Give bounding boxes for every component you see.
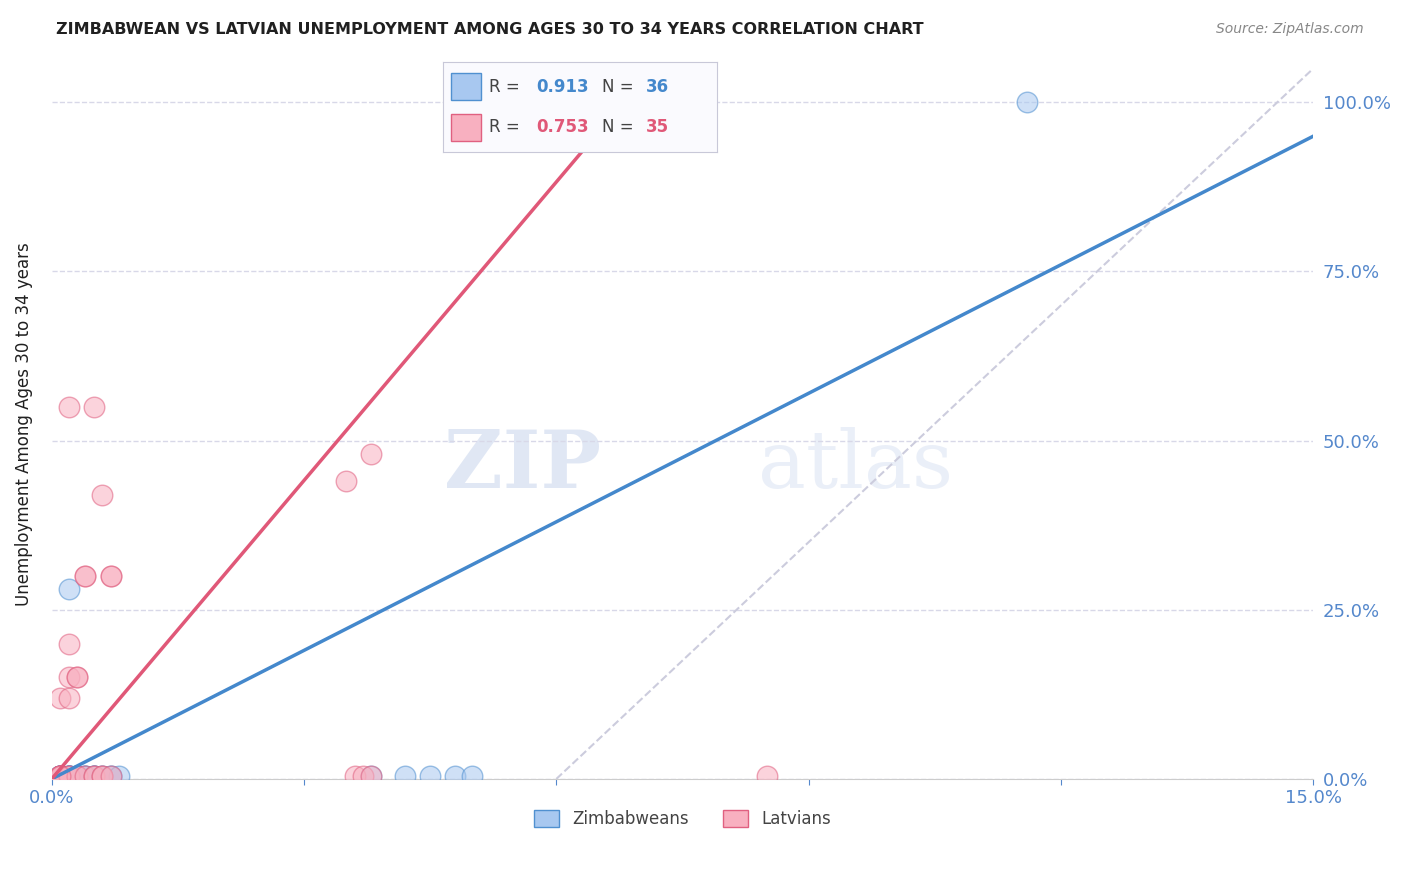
Point xyxy=(49,768,72,782)
Point xyxy=(66,768,89,782)
Point xyxy=(419,768,441,782)
Point xyxy=(49,768,72,782)
Point xyxy=(58,768,80,782)
Point xyxy=(58,768,80,782)
Point xyxy=(91,488,114,502)
Point xyxy=(394,768,416,782)
Point xyxy=(83,768,105,782)
Point xyxy=(66,670,89,684)
Point xyxy=(83,768,105,782)
Point xyxy=(58,768,80,782)
Point xyxy=(58,768,80,782)
Point xyxy=(49,690,72,705)
FancyBboxPatch shape xyxy=(451,114,481,141)
Text: atlas: atlas xyxy=(758,427,953,506)
Point xyxy=(49,768,72,782)
Text: ZIP: ZIP xyxy=(443,427,600,506)
Point xyxy=(108,768,131,782)
Point xyxy=(360,768,382,782)
Point xyxy=(75,569,97,583)
Point xyxy=(49,768,72,782)
Point xyxy=(49,768,72,782)
Text: 35: 35 xyxy=(645,118,669,136)
Point xyxy=(66,768,89,782)
Point xyxy=(1017,95,1039,110)
Point xyxy=(83,768,105,782)
Point xyxy=(49,768,72,782)
Point xyxy=(49,768,72,782)
Point xyxy=(343,768,366,782)
Text: Source: ZipAtlas.com: Source: ZipAtlas.com xyxy=(1216,22,1364,37)
Point xyxy=(91,768,114,782)
Point xyxy=(66,768,89,782)
Y-axis label: Unemployment Among Ages 30 to 34 years: Unemployment Among Ages 30 to 34 years xyxy=(15,242,32,606)
Point xyxy=(100,768,122,782)
Point xyxy=(75,768,97,782)
Point xyxy=(91,768,114,782)
Point xyxy=(66,768,89,782)
Point xyxy=(75,768,97,782)
Text: ZIMBABWEAN VS LATVIAN UNEMPLOYMENT AMONG AGES 30 TO 34 YEARS CORRELATION CHART: ZIMBABWEAN VS LATVIAN UNEMPLOYMENT AMONG… xyxy=(56,22,924,37)
Text: 0.753: 0.753 xyxy=(536,118,589,136)
Point xyxy=(66,768,89,782)
Point xyxy=(58,670,80,684)
Point xyxy=(91,768,114,782)
Point xyxy=(75,768,97,782)
Point xyxy=(49,768,72,782)
FancyBboxPatch shape xyxy=(451,73,481,100)
Point xyxy=(100,768,122,782)
Point xyxy=(49,768,72,782)
Point xyxy=(58,690,80,705)
Point xyxy=(100,569,122,583)
Point xyxy=(58,400,80,414)
Point xyxy=(66,768,89,782)
Text: 0.913: 0.913 xyxy=(536,78,589,96)
Point xyxy=(66,670,89,684)
Point xyxy=(49,768,72,782)
Point xyxy=(360,447,382,461)
Point xyxy=(83,768,105,782)
Point xyxy=(58,768,80,782)
Point xyxy=(100,768,122,782)
Point xyxy=(49,768,72,782)
Point xyxy=(49,768,72,782)
Point xyxy=(335,474,357,488)
Text: N =: N = xyxy=(602,78,638,96)
Point xyxy=(58,582,80,597)
Point xyxy=(49,768,72,782)
Point xyxy=(75,768,97,782)
Text: N =: N = xyxy=(602,118,638,136)
Point xyxy=(360,768,382,782)
Point xyxy=(75,569,97,583)
Point xyxy=(83,400,105,414)
Point xyxy=(58,768,80,782)
Point xyxy=(91,768,114,782)
Point xyxy=(755,768,778,782)
Point xyxy=(100,569,122,583)
Legend: Zimbabweans, Latvians: Zimbabweans, Latvians xyxy=(527,803,838,835)
Point xyxy=(58,637,80,651)
Point xyxy=(83,768,105,782)
Point xyxy=(58,768,80,782)
Text: 36: 36 xyxy=(645,78,669,96)
Point xyxy=(352,768,374,782)
Point xyxy=(444,768,467,782)
Point xyxy=(83,768,105,782)
Point xyxy=(58,768,80,782)
Text: R =: R = xyxy=(489,78,526,96)
Point xyxy=(461,768,484,782)
Text: R =: R = xyxy=(489,118,526,136)
